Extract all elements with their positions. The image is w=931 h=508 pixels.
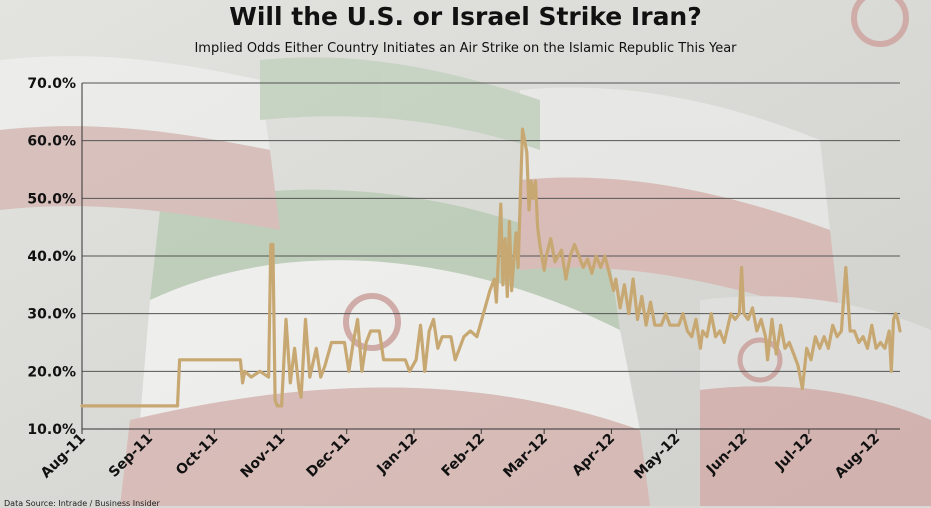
y-tick-label: 50.0%: [27, 191, 76, 207]
y-tick-label: 70.0%: [27, 76, 76, 92]
y-tick-label: 40.0%: [27, 249, 76, 265]
x-tick-label: Jan-12: [373, 431, 420, 478]
y-tick-label: 60.0%: [27, 134, 76, 150]
y-tick-label: 20.0%: [27, 364, 76, 380]
x-tick-label: Jun-12: [703, 431, 751, 479]
x-tick-label: Oct-11: [173, 431, 221, 479]
x-tick-label: Jul-12: [772, 431, 816, 475]
x-tick-label: Aug-11: [38, 431, 89, 482]
y-tick-label: 30.0%: [27, 307, 76, 323]
x-tick-label: Nov-11: [238, 431, 289, 482]
x-tick-label: Apr-12: [569, 431, 618, 480]
x-tick-label: May-12: [631, 431, 683, 483]
x-tick-label: Sep-11: [106, 431, 156, 481]
chart-subtitle: Implied Odds Either Country Initiates an…: [194, 41, 737, 56]
chart-title: Will the U.S. or Israel Strike Iran?: [229, 2, 702, 31]
series-line: [80, 127, 902, 408]
x-tick-label: Mar-12: [500, 431, 551, 482]
y-tick-label: 10.0%: [27, 422, 76, 438]
x-tick-label: Feb-12: [439, 431, 488, 480]
x-tick-label: Dec-11: [304, 431, 354, 481]
x-tick-label: Aug-12: [832, 431, 883, 482]
source-note: Data Source: Intrade / Business Insider: [4, 499, 160, 508]
